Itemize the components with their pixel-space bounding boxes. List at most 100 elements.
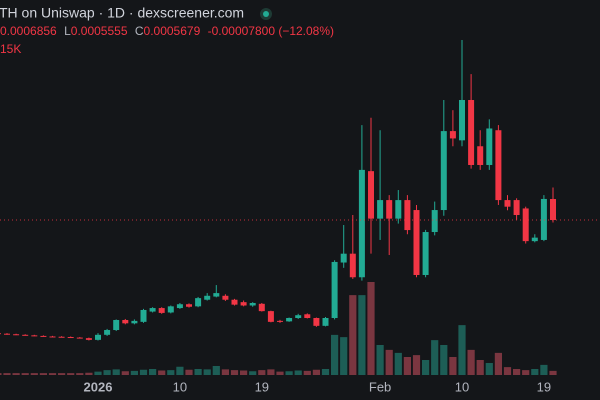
candle-body xyxy=(131,320,138,324)
candle-body xyxy=(331,261,338,319)
volume-bar xyxy=(240,370,248,375)
volume-bar xyxy=(158,370,166,375)
volume-bar xyxy=(167,370,175,375)
candle-body xyxy=(40,335,47,337)
volume-bar xyxy=(358,295,366,375)
volume-bar xyxy=(376,345,384,375)
volume-label: 15K xyxy=(0,42,21,56)
volume-bar xyxy=(58,373,66,375)
chart-title: TH on Uniswap · 1D · dexscreener.com xyxy=(0,5,244,21)
volume-bar xyxy=(485,363,493,375)
volume-bar xyxy=(449,357,457,375)
volume-bar xyxy=(385,349,393,375)
volume-bar xyxy=(531,369,539,375)
candle-body xyxy=(49,336,56,338)
ohlc-open: 0.0006856 xyxy=(0,24,57,38)
candle-body xyxy=(550,199,556,221)
candle-body xyxy=(4,333,10,335)
candle-body xyxy=(58,336,65,338)
candle-body xyxy=(22,334,29,336)
ohlc-close-label: C xyxy=(135,24,144,38)
volume-bar xyxy=(522,370,530,375)
volume-bar xyxy=(331,334,339,375)
volume-bar xyxy=(467,349,475,375)
candle-body xyxy=(240,302,247,306)
volume-bar xyxy=(121,371,129,375)
ohlc-low: 0.0005555 xyxy=(71,24,128,38)
candle-body xyxy=(377,200,384,219)
candle-body xyxy=(213,293,220,297)
candle-body xyxy=(404,200,411,231)
candle-body xyxy=(277,320,283,322)
candle-body xyxy=(513,200,520,216)
candle-body xyxy=(386,200,393,219)
candle-body xyxy=(531,237,538,242)
volume-bar xyxy=(367,282,375,375)
candle-body xyxy=(395,200,402,219)
volume-bar xyxy=(458,325,466,375)
volume-bar xyxy=(221,369,229,375)
volume-bar xyxy=(194,369,202,375)
volume-bar xyxy=(203,369,211,375)
candle-body xyxy=(468,100,475,165)
candle-body xyxy=(295,315,302,319)
candle-body xyxy=(158,308,165,313)
volume-bar xyxy=(303,370,311,375)
volume-bar xyxy=(112,369,120,375)
volume-bar xyxy=(39,373,47,375)
volume-bar xyxy=(85,372,93,375)
candle-body xyxy=(540,198,547,240)
plot-area xyxy=(0,40,600,375)
candle-body xyxy=(176,304,183,309)
candle-body xyxy=(349,253,356,278)
candle-body xyxy=(267,311,274,322)
volume-bar xyxy=(503,367,512,375)
volume-bar xyxy=(0,373,2,375)
candle-body xyxy=(31,335,38,337)
ohlc-low-label: L xyxy=(64,24,71,38)
candle-body xyxy=(413,210,420,275)
ohlc-close: 0.0005679 xyxy=(144,24,201,38)
candle-body xyxy=(95,334,101,340)
volume-bar xyxy=(185,369,193,375)
candle-body xyxy=(186,304,192,307)
volume-bar xyxy=(67,373,75,375)
volume-bar xyxy=(412,355,421,375)
volume-bar xyxy=(321,369,330,375)
volume-bar xyxy=(258,370,266,375)
volume-bar xyxy=(130,370,138,375)
volume-bar xyxy=(76,373,84,375)
volume-bar xyxy=(340,337,348,375)
volume-bar xyxy=(394,352,402,375)
x-tick-label: 19 xyxy=(255,379,269,394)
candle-body xyxy=(422,232,429,275)
status-dot xyxy=(263,11,269,17)
volume-bar xyxy=(349,295,357,375)
volume-bar xyxy=(149,369,157,375)
volume-bar xyxy=(3,373,11,375)
volume-bar xyxy=(476,360,484,375)
candle-body xyxy=(0,333,1,335)
volume-bar xyxy=(422,360,430,375)
candle-body xyxy=(313,318,320,326)
x-tick-label: 19 xyxy=(537,379,551,394)
volume-bar xyxy=(513,369,521,375)
volume-bar xyxy=(139,369,148,375)
volume-bar xyxy=(276,371,284,375)
volume-bar xyxy=(230,370,239,375)
volume-layer xyxy=(0,282,557,375)
candle-body xyxy=(286,318,293,322)
candle-body xyxy=(104,330,111,335)
volume-bar xyxy=(21,373,29,375)
candle-body xyxy=(522,208,529,242)
volume-bar xyxy=(440,345,448,375)
candle-body xyxy=(368,171,374,219)
volume-bar xyxy=(431,340,439,375)
x-tick-label: 10 xyxy=(455,379,469,394)
candle-body xyxy=(322,318,329,326)
volume-bar xyxy=(285,371,293,375)
volume-bar xyxy=(312,369,320,375)
candle-body xyxy=(67,337,74,339)
candle-body xyxy=(113,320,120,331)
